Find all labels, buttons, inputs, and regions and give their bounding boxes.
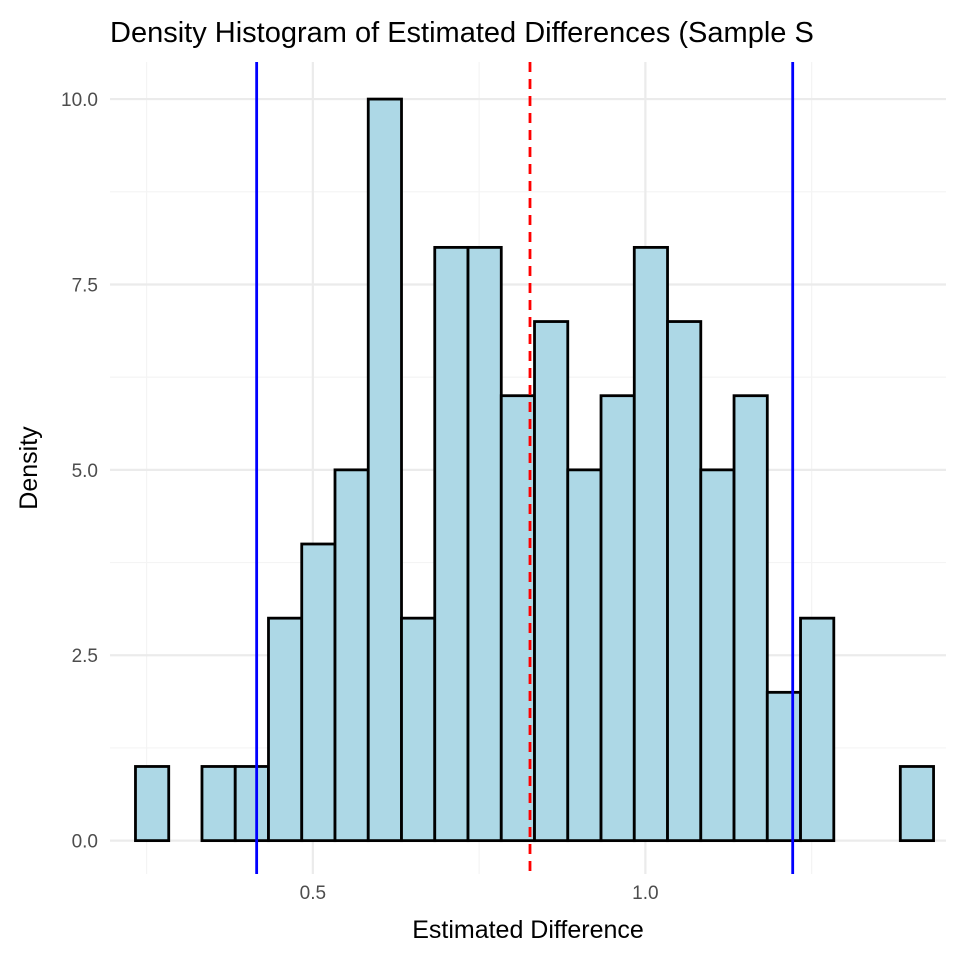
histogram-bar [366,97,403,843]
histogram-bar [233,765,270,843]
histogram-bar [466,245,503,843]
y-axis-title: Density [15,426,43,510]
histogram-bar [400,616,437,843]
histogram-bar [200,765,237,843]
histogram-bar [566,468,603,843]
histogram-bar [699,468,736,843]
x-tick-label: 1.0 [632,883,658,904]
y-tick-label: 7.5 [72,275,98,296]
x-axis-tick-labels: 0.5 1.0 [300,883,659,904]
y-axis-tick-labels: 0.0 2.5 5.0 7.5 10.0 [61,90,98,853]
reference-lines [255,62,795,874]
histogram-bar [134,765,171,843]
x-axis-title: Estimated Difference [412,916,644,944]
histogram-bar [799,616,836,843]
x-tick-label: 0.5 [300,883,326,904]
histogram-bar [765,690,802,843]
y-tick-label: 10.0 [61,90,98,111]
histogram-bar [267,616,304,843]
histogram-bar [898,765,935,843]
y-tick-label: 0.0 [72,832,98,853]
y-tick-label: 5.0 [72,461,98,482]
histogram-bar [599,394,636,843]
histogram-bar [333,468,370,843]
histogram-bar [300,542,337,843]
chart-title: Density Histogram of Estimated Differenc… [110,17,814,49]
y-tick-label: 2.5 [72,646,98,667]
histogram-bar [732,394,769,843]
histogram-bar [533,320,570,843]
histogram-bar [632,245,669,843]
histogram-bar [433,245,470,843]
histogram-bar [666,320,703,843]
